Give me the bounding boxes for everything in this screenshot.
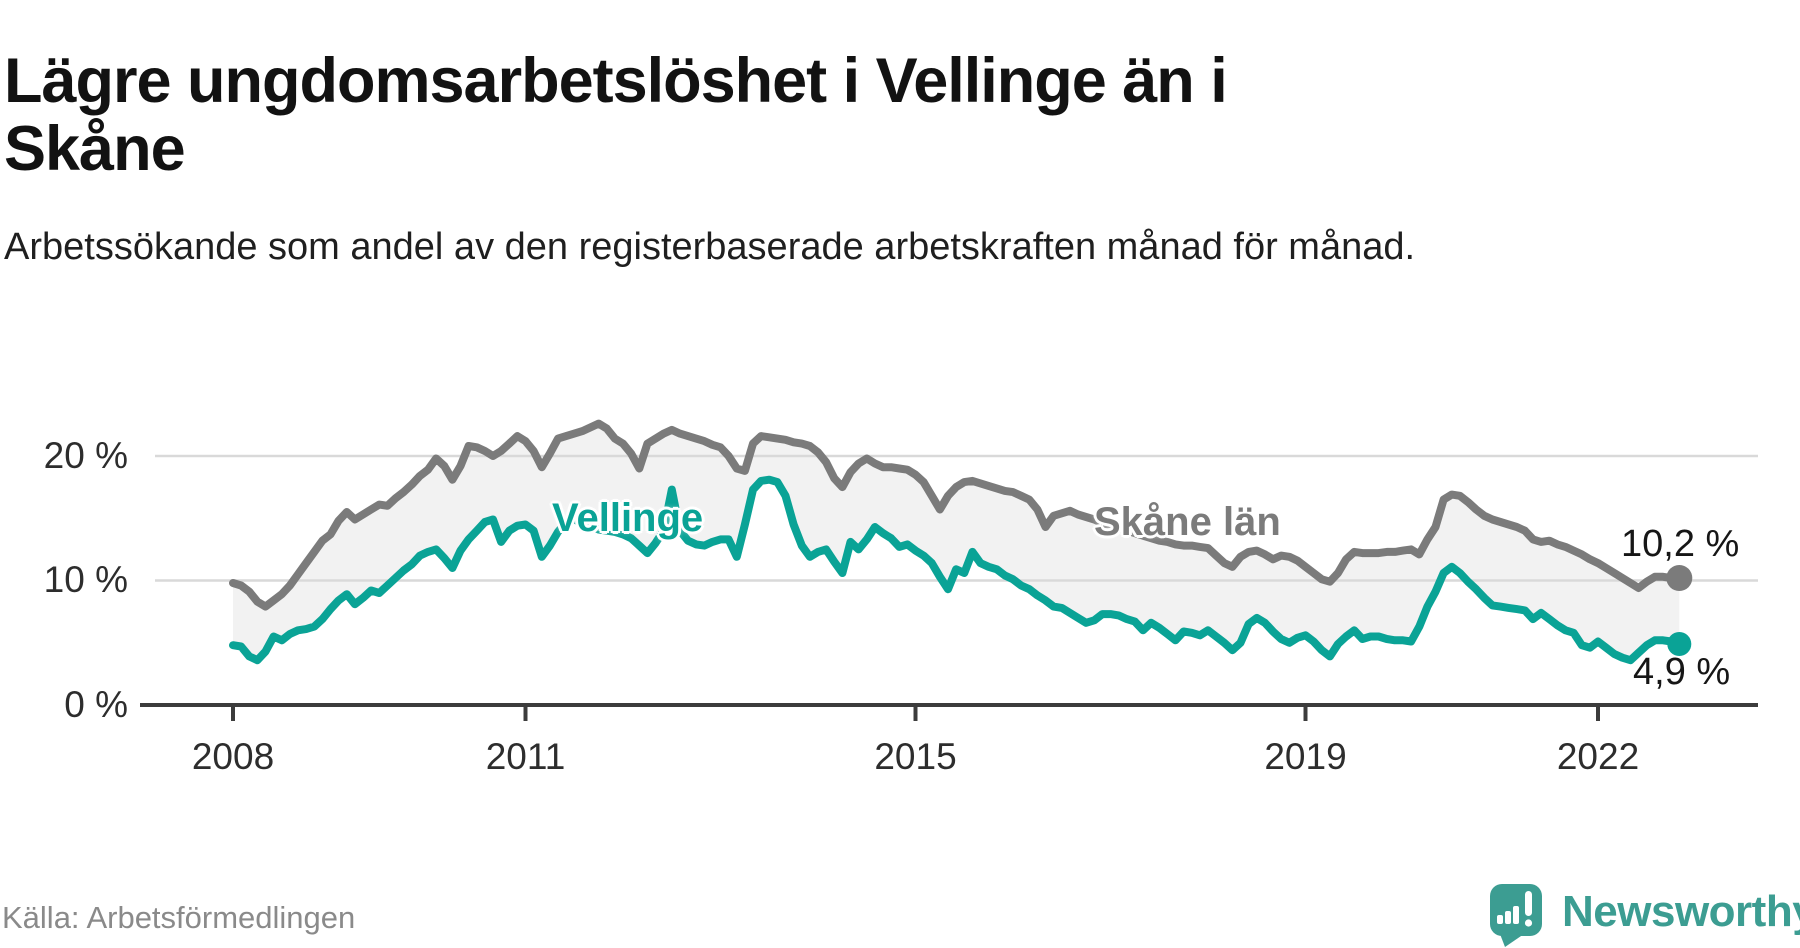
between-series-band bbox=[233, 423, 1680, 661]
skane-series-label: Skåne län bbox=[1094, 500, 1281, 544]
vellinge-line bbox=[229, 475, 1684, 665]
chart-subtitle: Arbetssökande som andel av den registerb… bbox=[4, 226, 1416, 268]
vellinge-end-dot bbox=[1667, 632, 1692, 656]
page-title: Lägre ungdomsarbetslöshet i Vellinge än … bbox=[4, 46, 1228, 184]
skane-lan-end-dot bbox=[1666, 565, 1693, 591]
newsworthy-logo: Newsworthy bbox=[1490, 884, 1800, 948]
logo-wordmark: Newsworthy bbox=[1562, 887, 1800, 936]
x-tick-label-2015: 2015 bbox=[874, 736, 957, 777]
x-tick-label-2019: 2019 bbox=[1264, 736, 1347, 777]
y-tick-label-10: 10 % bbox=[43, 559, 128, 600]
y-tick-label-0: 0 % bbox=[64, 684, 128, 725]
x-tick-label-2011: 2011 bbox=[485, 736, 566, 777]
x-tick-label-2022: 2022 bbox=[1556, 736, 1640, 777]
y-tick-label-20: 20 % bbox=[43, 435, 128, 476]
skane-end-value-label: 10,2 % bbox=[1621, 523, 1740, 565]
skane-lan-line bbox=[229, 419, 1684, 611]
vellinge-end-value-label: 4,9 % bbox=[1633, 651, 1731, 693]
vellinge-series-label: Vellinge bbox=[552, 496, 704, 540]
source-note: Källa: Arbetsförmedlingen bbox=[2, 900, 356, 935]
x-tick-label-2008: 2008 bbox=[191, 736, 275, 777]
speech-bubble-bar-chart-icon bbox=[1490, 884, 1542, 947]
